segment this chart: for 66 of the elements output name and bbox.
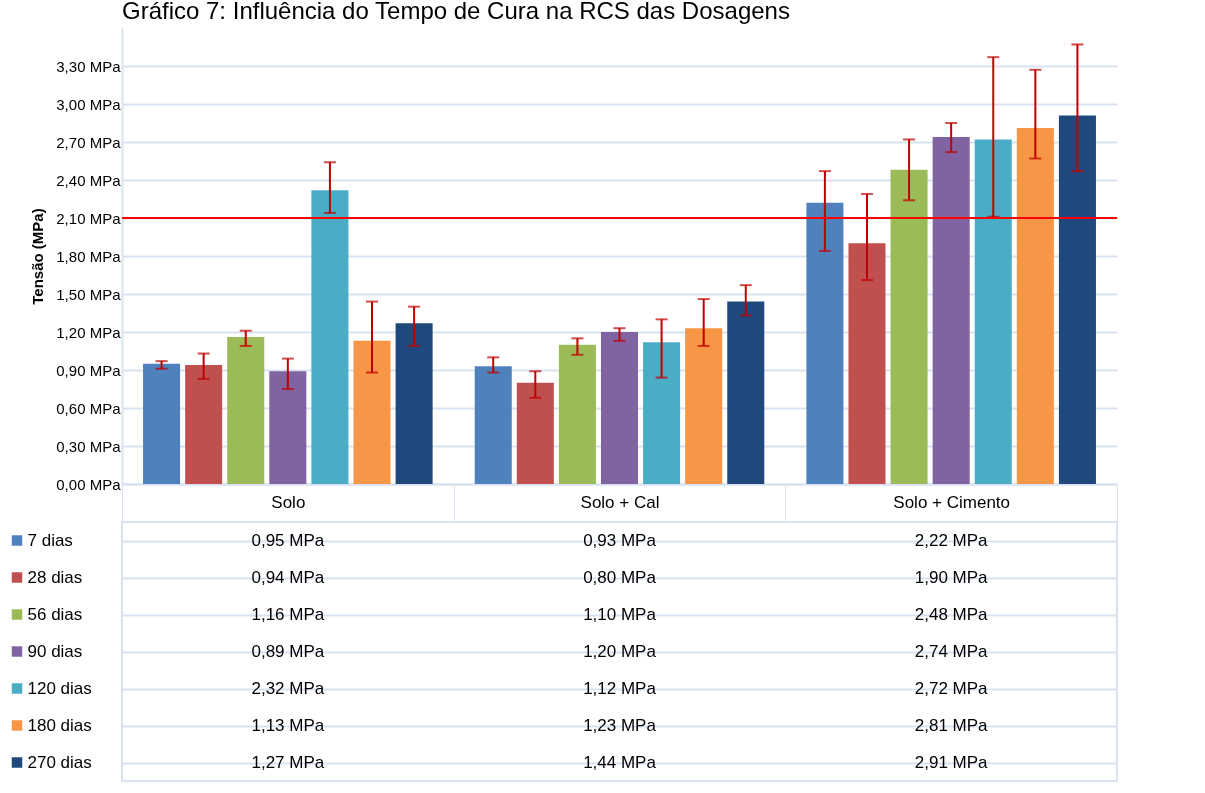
bar [353,340,391,484]
bar [269,371,307,484]
data-label: 0,93 MPa [583,530,657,550]
legend-label: 120 dias [27,679,92,698]
data-label: 1,12 MPa [583,678,657,698]
x-tick-label: Solo [271,492,306,512]
bar [890,169,928,484]
data-label: 1,13 MPa [251,715,325,735]
bar [558,344,596,484]
y-tick-label: 1,20 MPa [56,323,122,341]
bar [685,328,723,484]
y-tick-label: 2,70 MPa [56,133,122,151]
y-axis-title: Tensão (MPa) [29,208,47,305]
y-tick-label: 2,40 MPa [56,171,122,189]
data-label: 2,74 MPa [914,641,989,661]
y-tick-label: 3,00 MPa [56,95,122,113]
y-tick-label: 0,90 MPa [56,361,122,379]
y-tick-label: 1,50 MPa [56,285,122,303]
bar [1058,115,1096,484]
bar [311,190,349,484]
bar [727,301,765,484]
data-label: 1,16 MPa [251,604,325,624]
legend-label: 7 dias [27,531,73,550]
data-label: 2,81 MPa [914,715,989,735]
bar [600,332,639,484]
data-label: 0,95 MPa [251,530,325,550]
bar [516,382,554,484]
data-label: 1,20 MPa [583,641,657,661]
data-label: 2,72 MPa [914,678,989,698]
legend-label: 90 dias [27,642,83,661]
bar [1016,128,1054,484]
bar [806,202,844,484]
bar [474,366,512,484]
bar [395,323,433,484]
y-tick-label: 0,30 MPa [56,437,122,455]
legend-label: 180 dias [27,716,92,735]
data-label: 2,32 MPa [251,678,325,698]
bar [932,136,970,484]
data-label: 1,23 MPa [583,715,657,735]
bar [974,139,1012,484]
y-tick-label: 2,10 MPa [56,209,122,227]
data-label: 1,90 MPa [914,567,989,587]
bar [643,342,681,484]
data-label: 1,10 MPa [583,604,657,624]
data-label: 2,48 MPa [914,604,989,624]
data-label: 0,94 MPa [251,567,325,587]
y-tick-label: 0,00 MPa [56,475,122,493]
data-label: 0,80 MPa [583,567,657,587]
bar [227,337,265,484]
legend-label: 56 dias [27,605,83,624]
chart-title: Gráfico 7: Influência do Tempo de Cura na RCS das Dosagens [122,0,790,24]
y-tick-label: 0,60 MPa [56,399,122,417]
bar [143,363,181,484]
data-label: 1,44 MPa [583,752,657,772]
legend-label: 28 dias [27,568,83,587]
bar [185,364,223,484]
data-label: 2,91 MPa [914,752,989,772]
x-tick-label: Solo + Cal [580,492,660,512]
data-label: 1,27 MPa [251,752,325,772]
x-tick-label: Solo + Cimento [893,492,1011,512]
y-tick-label: 3,30 MPa [56,57,122,75]
y-tick-label: 1,80 MPa [56,247,122,265]
bar [848,243,886,484]
legend-label: 270 dias [27,753,92,772]
data-label: 0,89 MPa [251,641,325,661]
data-label: 2,22 MPa [914,530,989,550]
